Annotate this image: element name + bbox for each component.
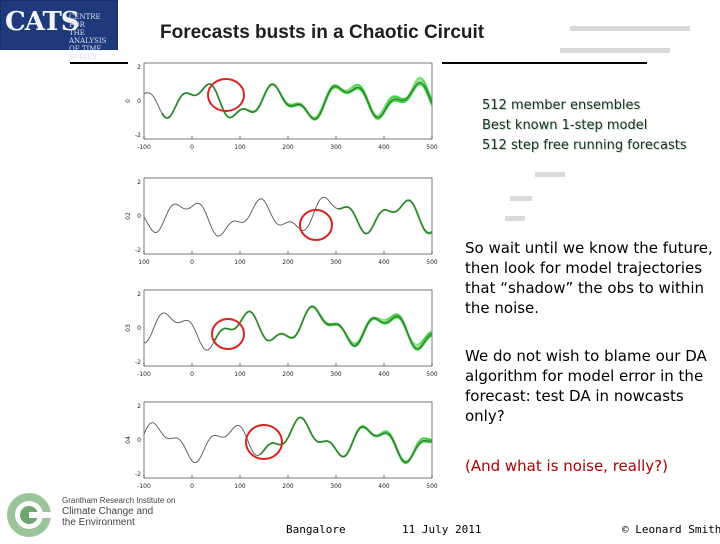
institute-logo-icon: [2, 490, 56, 540]
x-tick-label: 500: [426, 144, 438, 151]
x-tick-label: 100: [234, 371, 246, 378]
y-tick-label: 0: [137, 325, 141, 332]
bust-highlight-circle: [245, 424, 283, 460]
forecast-plot-4: -100 0 100 200 300 400 500 2 0 -2 04: [118, 394, 440, 496]
x-tick-label: 200: [282, 371, 294, 378]
x-tick-label: 0: [190, 483, 194, 490]
y-axis-label: 02: [125, 212, 132, 220]
y-tick-label: -2: [135, 132, 141, 139]
plot-frame: [143, 289, 433, 367]
x-tick-label: 400: [378, 144, 390, 151]
institute-line: Climate Change and: [62, 506, 154, 517]
footer-place: Bangalore: [286, 523, 346, 536]
decor-stripe: [505, 216, 525, 221]
ensemble-member: [337, 199, 433, 235]
observation-series: [143, 305, 433, 351]
note-noise: (And what is noise, really?): [465, 457, 668, 475]
decor-stripe: [535, 172, 565, 177]
y-tick-label: -2: [135, 247, 141, 254]
logo-subtitle-line: THE ANALYSIS: [69, 29, 107, 45]
y-tick-label: 2: [137, 179, 141, 186]
title-rule-right: [442, 62, 647, 64]
ensemble-series: [259, 416, 433, 465]
x-tick-label: 300: [330, 371, 342, 378]
x-tick-label: 500: [426, 371, 438, 378]
x-tick-label: 0: [190, 371, 194, 378]
x-tick-label: 0: [190, 259, 194, 266]
legend-ensemble-size: 512 member ensembles: [482, 98, 641, 113]
x-tick-label: 400: [378, 259, 390, 266]
institute-line: the Environment: [62, 517, 135, 528]
x-tick-label: -100: [137, 144, 151, 151]
x-tick-label: 500: [426, 259, 438, 266]
institute-line: Grantham Research Institute on: [62, 496, 176, 505]
forecast-plot-1: -100 0 100 200 300 400 500 2 0 -2 0: [118, 55, 440, 157]
plot-frame: [143, 177, 433, 255]
plot-svg: -100 0 100 200 300 400 500 2 0 -2 04: [125, 401, 438, 490]
x-tick-label: 100: [234, 259, 246, 266]
x-tick-label: 100: [138, 259, 150, 266]
x-tick-label: 200: [282, 144, 294, 151]
y-axis-label: 0: [125, 99, 132, 103]
x-tick-label: -100: [137, 371, 151, 378]
ensemble-member: [213, 305, 433, 346]
y-tick-label: 0: [137, 98, 141, 105]
forecast-plot-3: -100 0 100 200 300 400 500 2 0 -2 03: [118, 282, 440, 384]
bust-highlight-circle: [299, 209, 333, 241]
legend-model: Best known 1-step model: [482, 118, 648, 133]
title-rule-left: [70, 62, 128, 64]
y-tick-label: -2: [135, 471, 141, 478]
y-axis-label: 03: [125, 324, 132, 332]
decor-stripe: [560, 48, 670, 53]
logo-subtitle-line: OF TIME SERIES: [69, 45, 102, 61]
y-tick-label: 2: [137, 403, 141, 410]
cats-logo: CATS CENTRE FOR THE ANALYSIS OF TIME SER…: [0, 0, 118, 61]
x-tick-label: 200: [282, 259, 294, 266]
x-tick-label: 0: [190, 144, 194, 151]
y-axis-label: 04: [125, 436, 132, 444]
footer-credit: © Leonard Smith: [622, 523, 720, 536]
x-tick-label: 300: [330, 144, 342, 151]
logo-subtitle: CENTRE FOR THE ANALYSIS OF TIME SERIES: [69, 13, 117, 61]
decor-stripe: [570, 26, 690, 31]
y-tick-label: 0: [137, 213, 141, 220]
y-tick-label: -2: [135, 359, 141, 366]
ensemble-member: [161, 76, 433, 119]
x-tick-label: 300: [330, 259, 342, 266]
x-tick-label: 400: [378, 371, 390, 378]
legend-forecast: 512 step free running forecasts: [482, 138, 687, 153]
bust-highlight-circle: [211, 318, 245, 350]
note-da: We do not wish to blame our DA algorithm…: [465, 347, 707, 425]
x-tick-label: -100: [137, 483, 151, 490]
y-tick-label: 2: [137, 64, 141, 71]
institute-name: Grantham Research Institute on Climate C…: [62, 495, 175, 528]
plot-frame: [143, 401, 433, 479]
forecast-plot-2: 100 0 100 200 300 400 500 2 0 -2 02: [118, 170, 440, 272]
note-shadow: So wait until we know the future, then l…: [465, 239, 713, 317]
observation-series: [143, 196, 433, 237]
ensemble-series: [337, 199, 433, 235]
x-tick-label: 100: [234, 483, 246, 490]
ensemble-series: [161, 76, 433, 121]
x-tick-label: 400: [378, 483, 390, 490]
logo-wordmark: CATS: [5, 7, 80, 37]
logo-subtitle-line: CENTRE FOR: [69, 13, 101, 29]
x-tick-label: 200: [282, 483, 294, 490]
decor-stripe: [510, 196, 532, 201]
x-tick-label: 100: [234, 144, 246, 151]
x-tick-label: 300: [330, 483, 342, 490]
plot-svg: -100 0 100 200 300 400 500 2 0 -2 0: [125, 62, 438, 151]
observation-series: [143, 416, 433, 463]
bust-highlight-circle: [207, 78, 245, 112]
y-tick-label: 2: [137, 291, 141, 298]
y-tick-label: 0: [137, 437, 141, 444]
x-tick-label: 500: [426, 483, 438, 490]
plot-svg: -100 0 100 200 300 400 500 2 0 -2 03: [125, 289, 438, 378]
footer-date: 11 July 2011: [402, 523, 482, 536]
observation-series: [143, 81, 433, 120]
plot-svg: 100 0 100 200 300 400 500 2 0 -2 02: [125, 177, 438, 266]
slide-title: Forecasts busts in a Chaotic Circuit: [160, 22, 485, 43]
